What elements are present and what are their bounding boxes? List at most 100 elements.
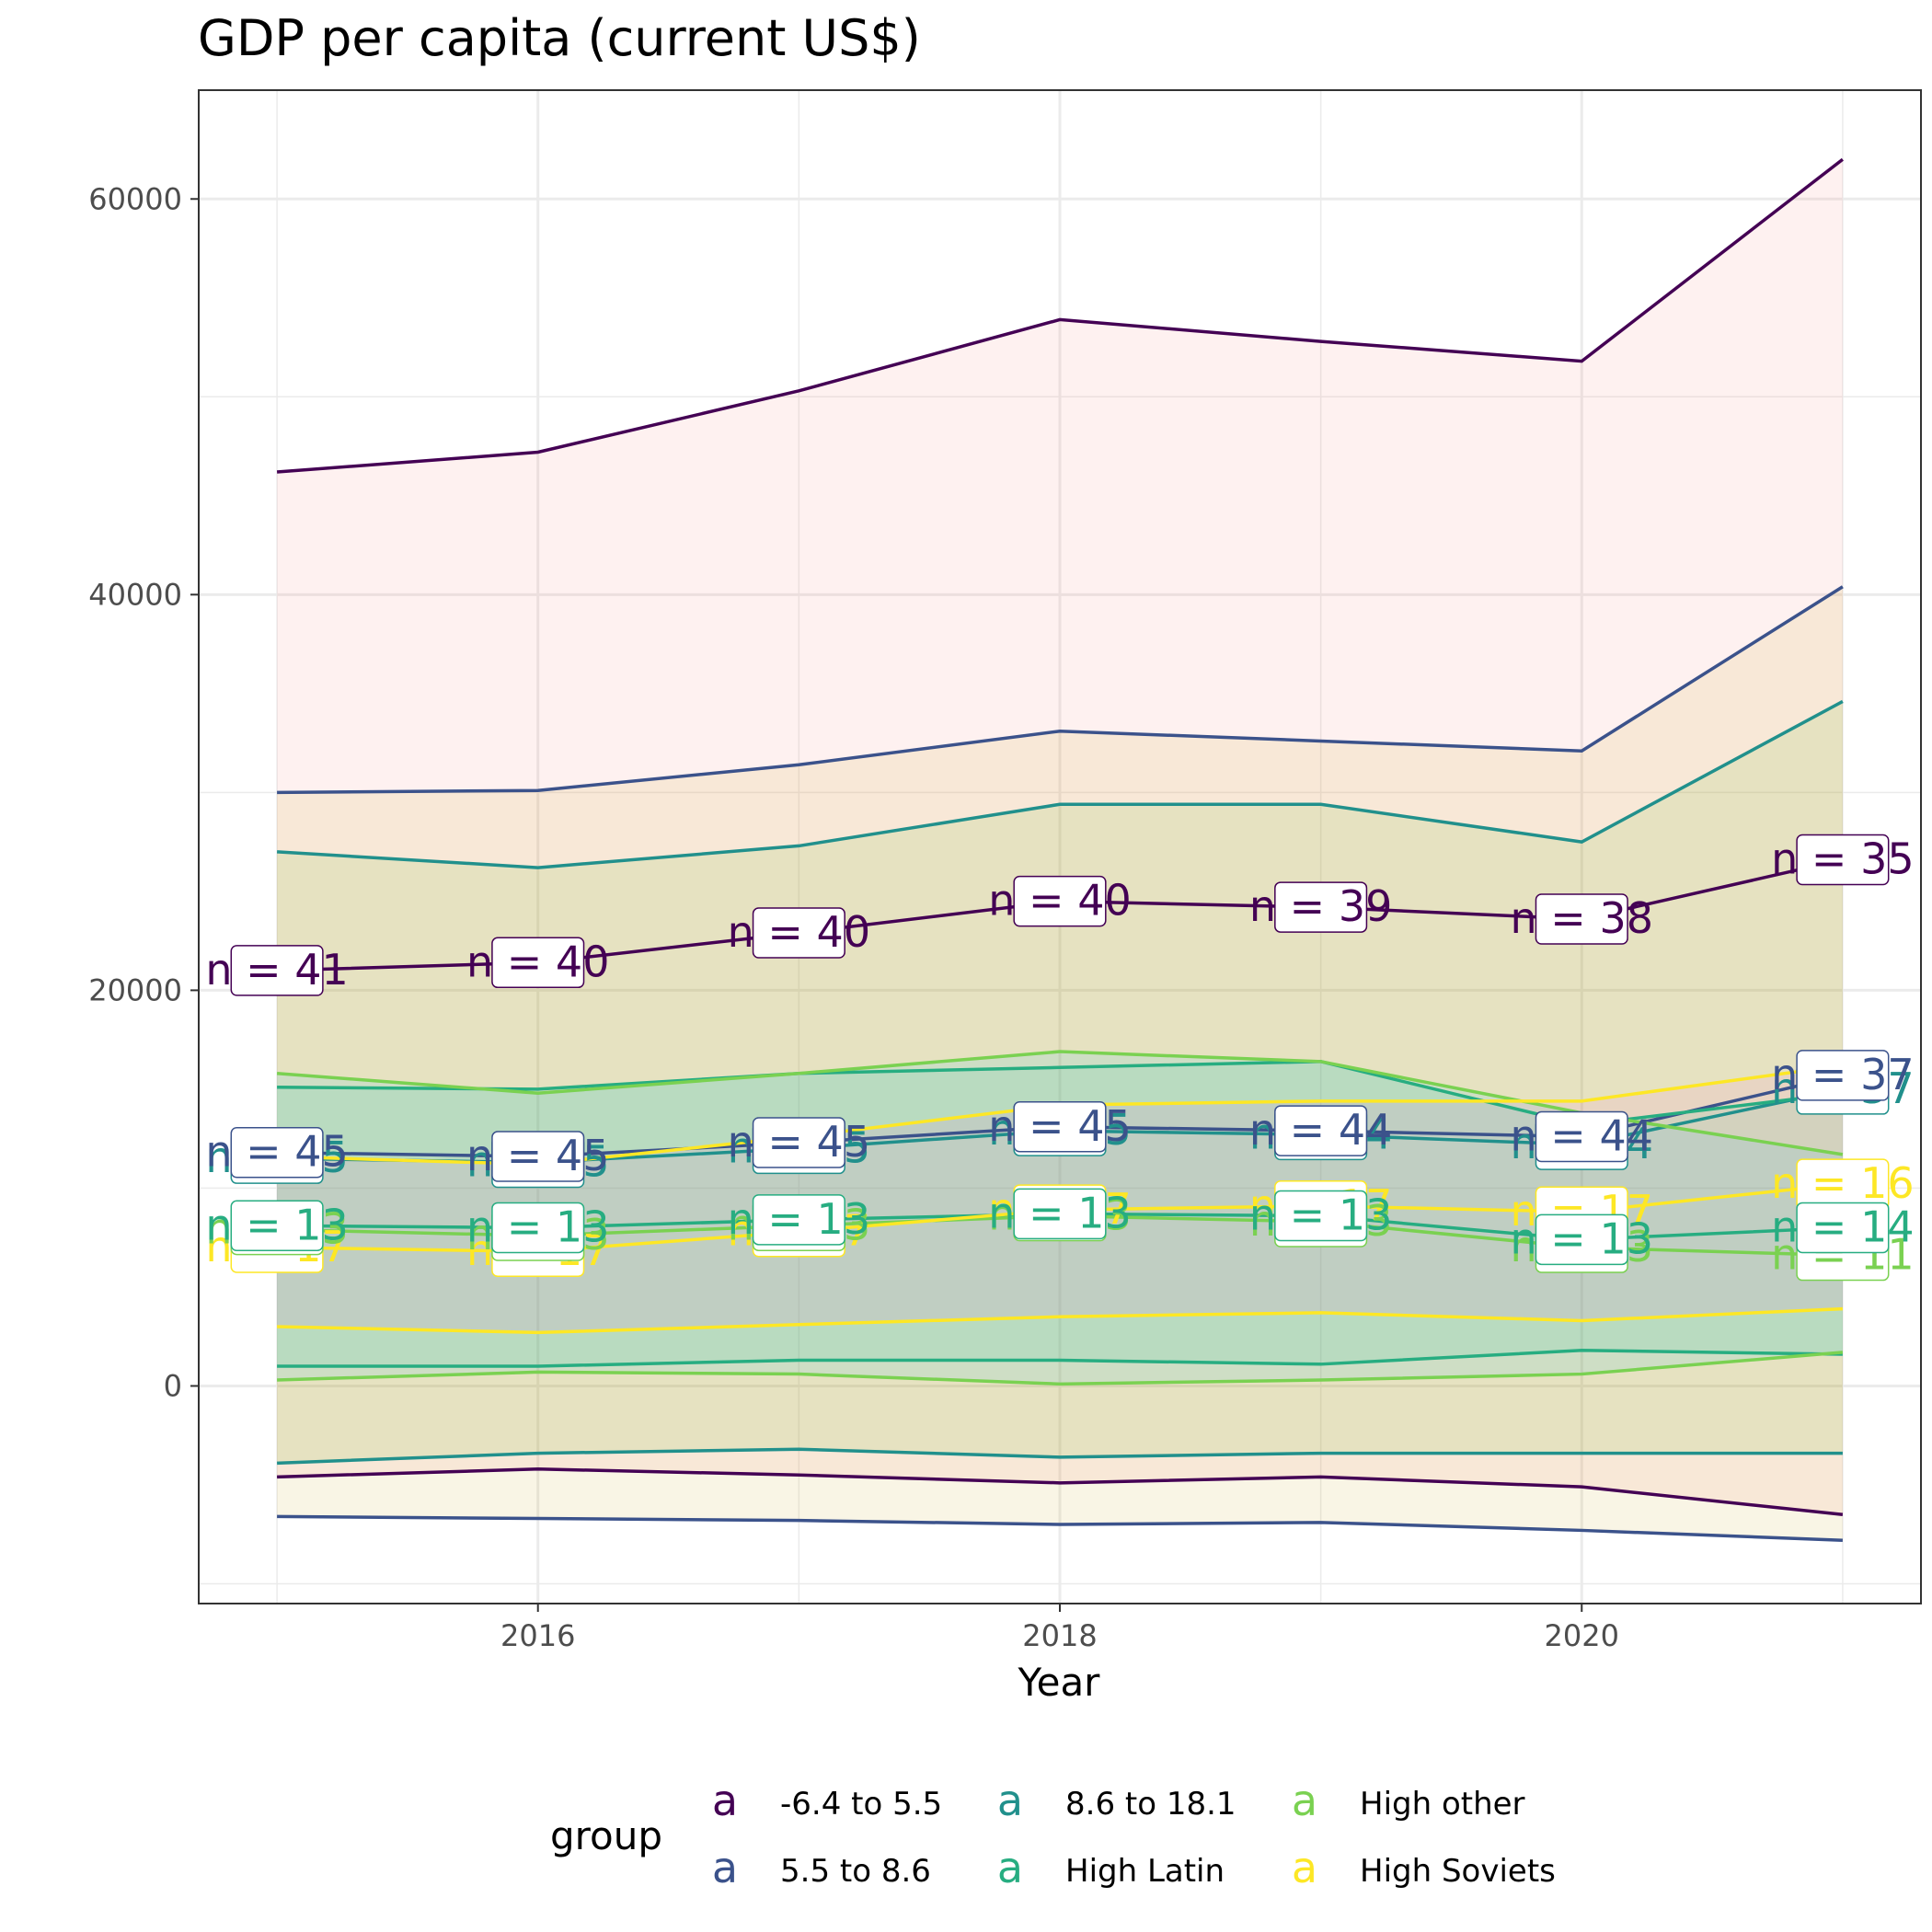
n-label-High Latin-2021: n = 14 <box>1771 1202 1915 1254</box>
ribbon-8.6 to 18.1 <box>277 701 1843 1464</box>
n-label-box <box>1535 1110 1628 1163</box>
n-label-5.5 to 8.6-2018: n = 45 <box>988 1101 1132 1153</box>
n-label-box <box>1796 834 1890 886</box>
x-tick-label: 2020 <box>1545 1618 1619 1653</box>
n-label-High Latin-2016: n = 13 <box>466 1202 609 1254</box>
n-label-box <box>230 1200 324 1252</box>
n-label-text: n = 40 <box>728 907 870 957</box>
n-label-text: n = 45 <box>466 1131 609 1180</box>
legend-key: a <box>1292 1843 1317 1892</box>
n-label-box <box>752 1117 845 1168</box>
axes: 0 20000 40000 60000 2016 2018 2020 <box>88 181 1619 1653</box>
legend-key: a <box>712 1776 738 1825</box>
n-label-text: n = 13 <box>728 1194 870 1244</box>
n-label-text: n = 35 <box>1771 834 1914 883</box>
n-label-text: n = 41 <box>205 945 348 995</box>
n-label-box <box>1013 875 1107 927</box>
n-label--6.4 to 5.5-2015: n = 41 <box>205 945 349 996</box>
n-label-text: n = 44 <box>1511 1111 1653 1161</box>
n-label-5.5 to 8.6-2021: n = 37 <box>1771 1050 1915 1101</box>
legend: group a -6.4 to 5.5 a 5.5 to 8.6 a 8.6 to 18.1… <box>550 1776 1556 1892</box>
legend-item-5.5 to 8.6: a 5.5 to 8.6 <box>712 1843 931 1892</box>
n-label--6.4 to 5.5-2021: n = 35 <box>1771 834 1915 886</box>
n-labels: n = 17n = 17n = 17n = 17n = 17n = 17n = … <box>205 834 1915 1282</box>
n-label--6.4 to 5.5-2018: n = 40 <box>988 875 1132 927</box>
n-label-box <box>491 1202 585 1254</box>
n-label--6.4 to 5.5-2020: n = 38 <box>1511 893 1653 945</box>
legend-label: High other <box>1360 1786 1525 1823</box>
legend-label: High Soviets <box>1360 1853 1556 1890</box>
n-label-box <box>1796 1050 1890 1101</box>
n-label-text: n = 45 <box>205 1127 348 1177</box>
lower-line-5.5 to 8.6 <box>277 1514 1843 1542</box>
n-label-High Latin-2017: n = 13 <box>728 1194 870 1246</box>
n-label-5.5 to 8.6-2015: n = 45 <box>205 1126 349 1179</box>
n-label-text: n = 38 <box>1511 893 1653 943</box>
n-label-High Latin-2020: n = 13 <box>1511 1213 1653 1266</box>
n-label-box <box>1535 1213 1628 1266</box>
n-label-text: n = 39 <box>1249 881 1392 931</box>
legend-label: 5.5 to 8.6 <box>780 1853 931 1890</box>
n-label-box <box>491 1131 585 1182</box>
n-label-text: n = 44 <box>1249 1105 1392 1155</box>
n-label-High Soviets-2021: n = 16 <box>1771 1158 1915 1210</box>
n-label-box <box>1013 1188 1107 1240</box>
n-label--6.4 to 5.5-2019: n = 39 <box>1249 881 1392 933</box>
lower-line-High other <box>277 1351 1844 1386</box>
n-label-5.5 to 8.6-2020: n = 44 <box>1511 1110 1653 1163</box>
legend-key: a <box>997 1843 1023 1892</box>
n-label-box <box>1796 1202 1890 1254</box>
n-label-box <box>1274 1105 1368 1156</box>
upper-line--6.4 to 5.5 <box>276 157 1844 474</box>
y-tick-label: 0 <box>164 1368 182 1403</box>
upper-line-5.5 to 8.6 <box>277 585 1844 795</box>
n-label-text: n = 40 <box>466 937 609 986</box>
n-label-text: n = 14 <box>1771 1202 1914 1251</box>
legend-item-High other: a High other <box>1292 1776 1525 1825</box>
n-label-box <box>1013 1101 1107 1153</box>
n-label-text: n = 13 <box>205 1200 348 1249</box>
n-label-box <box>1274 1190 1368 1242</box>
n-label-box <box>491 937 585 989</box>
x-axis-title: Year <box>1018 1660 1101 1705</box>
n-label-box <box>1274 881 1368 933</box>
legend-item--6.4 to 5.5: a -6.4 to 5.5 <box>712 1776 942 1825</box>
n-label-High Latin-2018: n = 13 <box>988 1188 1132 1240</box>
legend-key: a <box>1292 1776 1317 1825</box>
lower-line-High Soviets <box>277 1306 1843 1335</box>
n-label-text: n = 45 <box>988 1101 1131 1151</box>
n-label--6.4 to 5.5-2016: n = 40 <box>466 937 609 989</box>
legend-title: group <box>550 1813 662 1858</box>
legend-label: 8.6 to 18.1 <box>1065 1786 1236 1823</box>
n-label-High Latin-2015: n = 13 <box>205 1200 349 1252</box>
n-label-5.5 to 8.6-2017: n = 45 <box>728 1117 870 1168</box>
lower-line-High Latin <box>277 1349 1843 1368</box>
x-tick-label: 2016 <box>500 1618 575 1653</box>
n-label-box <box>230 1126 324 1179</box>
n-label-text: n = 13 <box>1511 1213 1653 1263</box>
legend-item-High Soviets: a High Soviets <box>1292 1843 1556 1892</box>
y-tick-label: 20000 <box>88 972 182 1007</box>
ribbon--6.4 to 5.5 <box>277 159 1843 1515</box>
n-label--6.4 to 5.5-2017: n = 40 <box>728 907 870 959</box>
legend-label: -6.4 to 5.5 <box>780 1786 942 1823</box>
legend-item-8.6 to 18.1: a 8.6 to 18.1 <box>997 1776 1236 1825</box>
legend-key: a <box>712 1843 738 1892</box>
legend-key: a <box>997 1776 1023 1825</box>
n-label-text: n = 13 <box>466 1202 609 1251</box>
lower-line-8.6 to 18.1 <box>277 1447 1843 1466</box>
legend-label: High Latin <box>1065 1853 1225 1890</box>
n-label-text: n = 45 <box>728 1117 870 1167</box>
y-tick-label: 60000 <box>88 181 182 216</box>
upper-line-8.6 to 18.1 <box>276 699 1844 869</box>
legend-item-High Latin: a High Latin <box>997 1843 1225 1892</box>
n-label-text: n = 13 <box>1249 1190 1392 1240</box>
n-label-box <box>752 1194 845 1246</box>
chart-title: GDP per capita (current US$) <box>198 9 921 67</box>
n-label-box <box>752 907 845 959</box>
n-label-5.5 to 8.6-2019: n = 44 <box>1249 1105 1392 1156</box>
lower-line--6.4 to 5.5 <box>277 1467 1844 1516</box>
n-label-5.5 to 8.6-2016: n = 45 <box>466 1131 609 1182</box>
y-tick-label: 40000 <box>88 577 182 612</box>
n-label-box <box>1535 893 1628 945</box>
